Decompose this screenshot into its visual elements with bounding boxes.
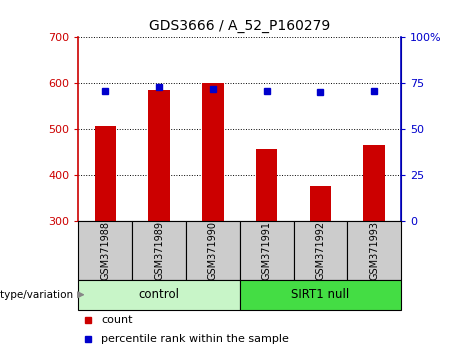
Bar bbox=[310, 186, 331, 221]
Bar bbox=[186, 221, 240, 280]
Text: GSM371989: GSM371989 bbox=[154, 221, 164, 280]
Bar bbox=[78, 280, 240, 310]
Text: GSM371988: GSM371988 bbox=[100, 221, 110, 280]
Text: GSM371992: GSM371992 bbox=[315, 221, 325, 280]
Text: count: count bbox=[101, 315, 132, 325]
Bar bbox=[240, 221, 294, 280]
Bar bbox=[256, 149, 278, 221]
Bar bbox=[347, 221, 401, 280]
Text: control: control bbox=[139, 288, 179, 301]
Text: genotype/variation: genotype/variation bbox=[0, 290, 74, 300]
Bar bbox=[95, 126, 116, 221]
Text: percentile rank within the sample: percentile rank within the sample bbox=[101, 334, 289, 344]
Text: GSM371991: GSM371991 bbox=[261, 221, 272, 280]
Text: GSM371993: GSM371993 bbox=[369, 221, 379, 280]
Bar bbox=[148, 90, 170, 221]
Bar bbox=[363, 145, 385, 221]
Text: GSM371990: GSM371990 bbox=[208, 221, 218, 280]
Text: SIRT1 null: SIRT1 null bbox=[291, 288, 349, 301]
Bar bbox=[132, 221, 186, 280]
Bar bbox=[78, 221, 132, 280]
Bar bbox=[294, 221, 347, 280]
Bar bbox=[202, 83, 224, 221]
Bar bbox=[240, 280, 401, 310]
Title: GDS3666 / A_52_P160279: GDS3666 / A_52_P160279 bbox=[149, 19, 331, 33]
